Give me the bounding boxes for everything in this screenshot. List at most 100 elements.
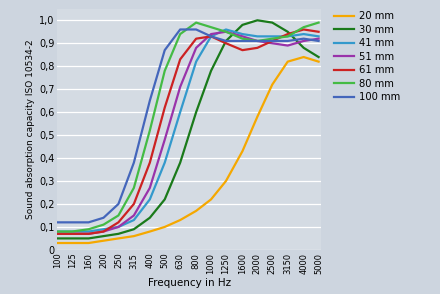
61 mm (86, 232, 91, 235)
Line: 80 mm: 80 mm (57, 23, 319, 232)
51 mm (316, 37, 321, 41)
41 mm (285, 35, 290, 38)
61 mm (270, 39, 275, 43)
51 mm (240, 35, 245, 38)
30 mm (301, 46, 306, 50)
41 mm (209, 35, 214, 38)
Line: 30 mm: 30 mm (57, 20, 319, 238)
80 mm (131, 186, 136, 190)
80 mm (194, 21, 199, 24)
100 mm (147, 99, 153, 102)
20 mm (240, 149, 245, 153)
Line: 41 mm: 41 mm (57, 29, 319, 232)
41 mm (131, 218, 136, 222)
41 mm (70, 230, 75, 233)
30 mm (162, 198, 167, 201)
20 mm (224, 179, 229, 183)
100 mm (209, 35, 214, 38)
61 mm (240, 49, 245, 52)
20 mm (177, 218, 183, 222)
51 mm (86, 232, 91, 235)
100 mm (101, 216, 106, 220)
61 mm (224, 41, 229, 45)
20 mm (101, 239, 106, 243)
30 mm (255, 19, 260, 22)
41 mm (101, 228, 106, 231)
41 mm (162, 161, 167, 164)
100 mm (162, 49, 167, 52)
80 mm (209, 25, 214, 29)
20 mm (255, 115, 260, 118)
80 mm (255, 39, 260, 43)
100 mm (70, 220, 75, 224)
20 mm (270, 83, 275, 86)
20 mm (285, 60, 290, 64)
80 mm (162, 69, 167, 73)
100 mm (285, 39, 290, 43)
61 mm (316, 30, 321, 34)
41 mm (255, 35, 260, 38)
51 mm (209, 32, 214, 36)
20 mm (70, 241, 75, 245)
41 mm (86, 230, 91, 233)
80 mm (270, 37, 275, 41)
61 mm (116, 220, 121, 224)
X-axis label: Frequency in Hz: Frequency in Hz (148, 278, 231, 288)
51 mm (255, 39, 260, 43)
61 mm (255, 46, 260, 50)
20 mm (86, 241, 91, 245)
100 mm (131, 161, 136, 164)
100 mm (255, 39, 260, 43)
61 mm (55, 232, 60, 235)
80 mm (240, 37, 245, 41)
80 mm (70, 230, 75, 233)
30 mm (316, 55, 321, 59)
20 mm (162, 225, 167, 229)
100 mm (240, 39, 245, 43)
51 mm (101, 230, 106, 233)
51 mm (116, 225, 121, 229)
30 mm (224, 39, 229, 43)
51 mm (147, 186, 153, 190)
30 mm (270, 21, 275, 24)
41 mm (147, 198, 153, 201)
51 mm (224, 30, 229, 34)
51 mm (285, 44, 290, 47)
41 mm (177, 110, 183, 114)
30 mm (86, 237, 91, 240)
20 mm (194, 209, 199, 213)
20 mm (116, 237, 121, 240)
51 mm (55, 232, 60, 235)
100 mm (86, 220, 91, 224)
51 mm (131, 214, 136, 217)
51 mm (194, 46, 199, 50)
41 mm (224, 28, 229, 31)
61 mm (285, 32, 290, 36)
30 mm (194, 110, 199, 114)
80 mm (316, 21, 321, 24)
51 mm (70, 232, 75, 235)
80 mm (55, 230, 60, 233)
Line: 51 mm: 51 mm (57, 32, 319, 234)
100 mm (270, 39, 275, 43)
100 mm (55, 220, 60, 224)
61 mm (194, 37, 199, 41)
80 mm (101, 223, 106, 226)
20 mm (131, 234, 136, 238)
61 mm (301, 28, 306, 31)
30 mm (177, 161, 183, 164)
Y-axis label: Sound absorption capacity ISO 10534-2: Sound absorption capacity ISO 10534-2 (26, 40, 35, 219)
30 mm (285, 30, 290, 34)
100 mm (316, 39, 321, 43)
Line: 20 mm: 20 mm (57, 57, 319, 243)
41 mm (194, 60, 199, 64)
20 mm (55, 241, 60, 245)
61 mm (70, 232, 75, 235)
30 mm (55, 237, 60, 240)
41 mm (116, 225, 121, 229)
61 mm (162, 106, 167, 109)
61 mm (177, 58, 183, 61)
41 mm (316, 35, 321, 38)
30 mm (70, 237, 75, 240)
30 mm (240, 23, 245, 27)
